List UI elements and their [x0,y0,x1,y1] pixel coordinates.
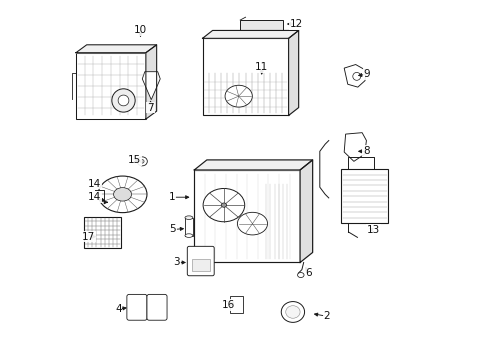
Text: 5: 5 [169,225,176,234]
Ellipse shape [118,95,129,106]
Text: 6: 6 [305,268,312,278]
FancyBboxPatch shape [126,294,147,320]
FancyBboxPatch shape [187,246,214,276]
Ellipse shape [113,188,131,201]
Text: 2: 2 [323,311,329,321]
Polygon shape [344,133,366,161]
Bar [341,169,387,223]
Ellipse shape [281,302,304,322]
Bar [192,260,209,271]
Bar [194,170,300,262]
Bar [184,218,192,235]
Ellipse shape [184,234,192,237]
Text: 14: 14 [88,179,101,189]
Ellipse shape [237,212,267,235]
Text: 16: 16 [221,300,235,310]
Ellipse shape [140,159,144,163]
Ellipse shape [297,273,304,278]
Polygon shape [288,31,298,116]
Text: 12: 12 [289,19,303,29]
Bar [83,217,121,248]
Ellipse shape [221,203,226,207]
Polygon shape [142,72,160,100]
Text: 3: 3 [173,257,179,267]
Text: 13: 13 [366,225,380,235]
Ellipse shape [184,216,192,220]
Bar [76,53,145,119]
Text: 17: 17 [81,232,95,242]
Text: 1: 1 [168,192,175,202]
Polygon shape [202,31,298,39]
Polygon shape [194,160,312,170]
Text: 7: 7 [147,103,154,113]
Bar [240,20,282,30]
Text: 11: 11 [255,62,268,72]
Bar [229,296,243,314]
Polygon shape [300,160,312,262]
Ellipse shape [112,89,135,112]
Text: 4: 4 [115,304,122,314]
Ellipse shape [98,176,147,213]
Ellipse shape [137,157,147,166]
Text: 10: 10 [134,25,147,35]
Text: 9: 9 [363,69,370,79]
Polygon shape [145,45,156,119]
Bar [202,39,288,116]
Text: 14: 14 [88,192,101,202]
Polygon shape [344,64,366,87]
FancyBboxPatch shape [147,294,167,320]
Ellipse shape [203,189,244,222]
Ellipse shape [352,72,360,80]
Polygon shape [76,45,156,53]
Ellipse shape [285,306,300,318]
Text: 15: 15 [127,155,141,165]
Ellipse shape [224,85,252,107]
Text: 8: 8 [363,146,369,156]
